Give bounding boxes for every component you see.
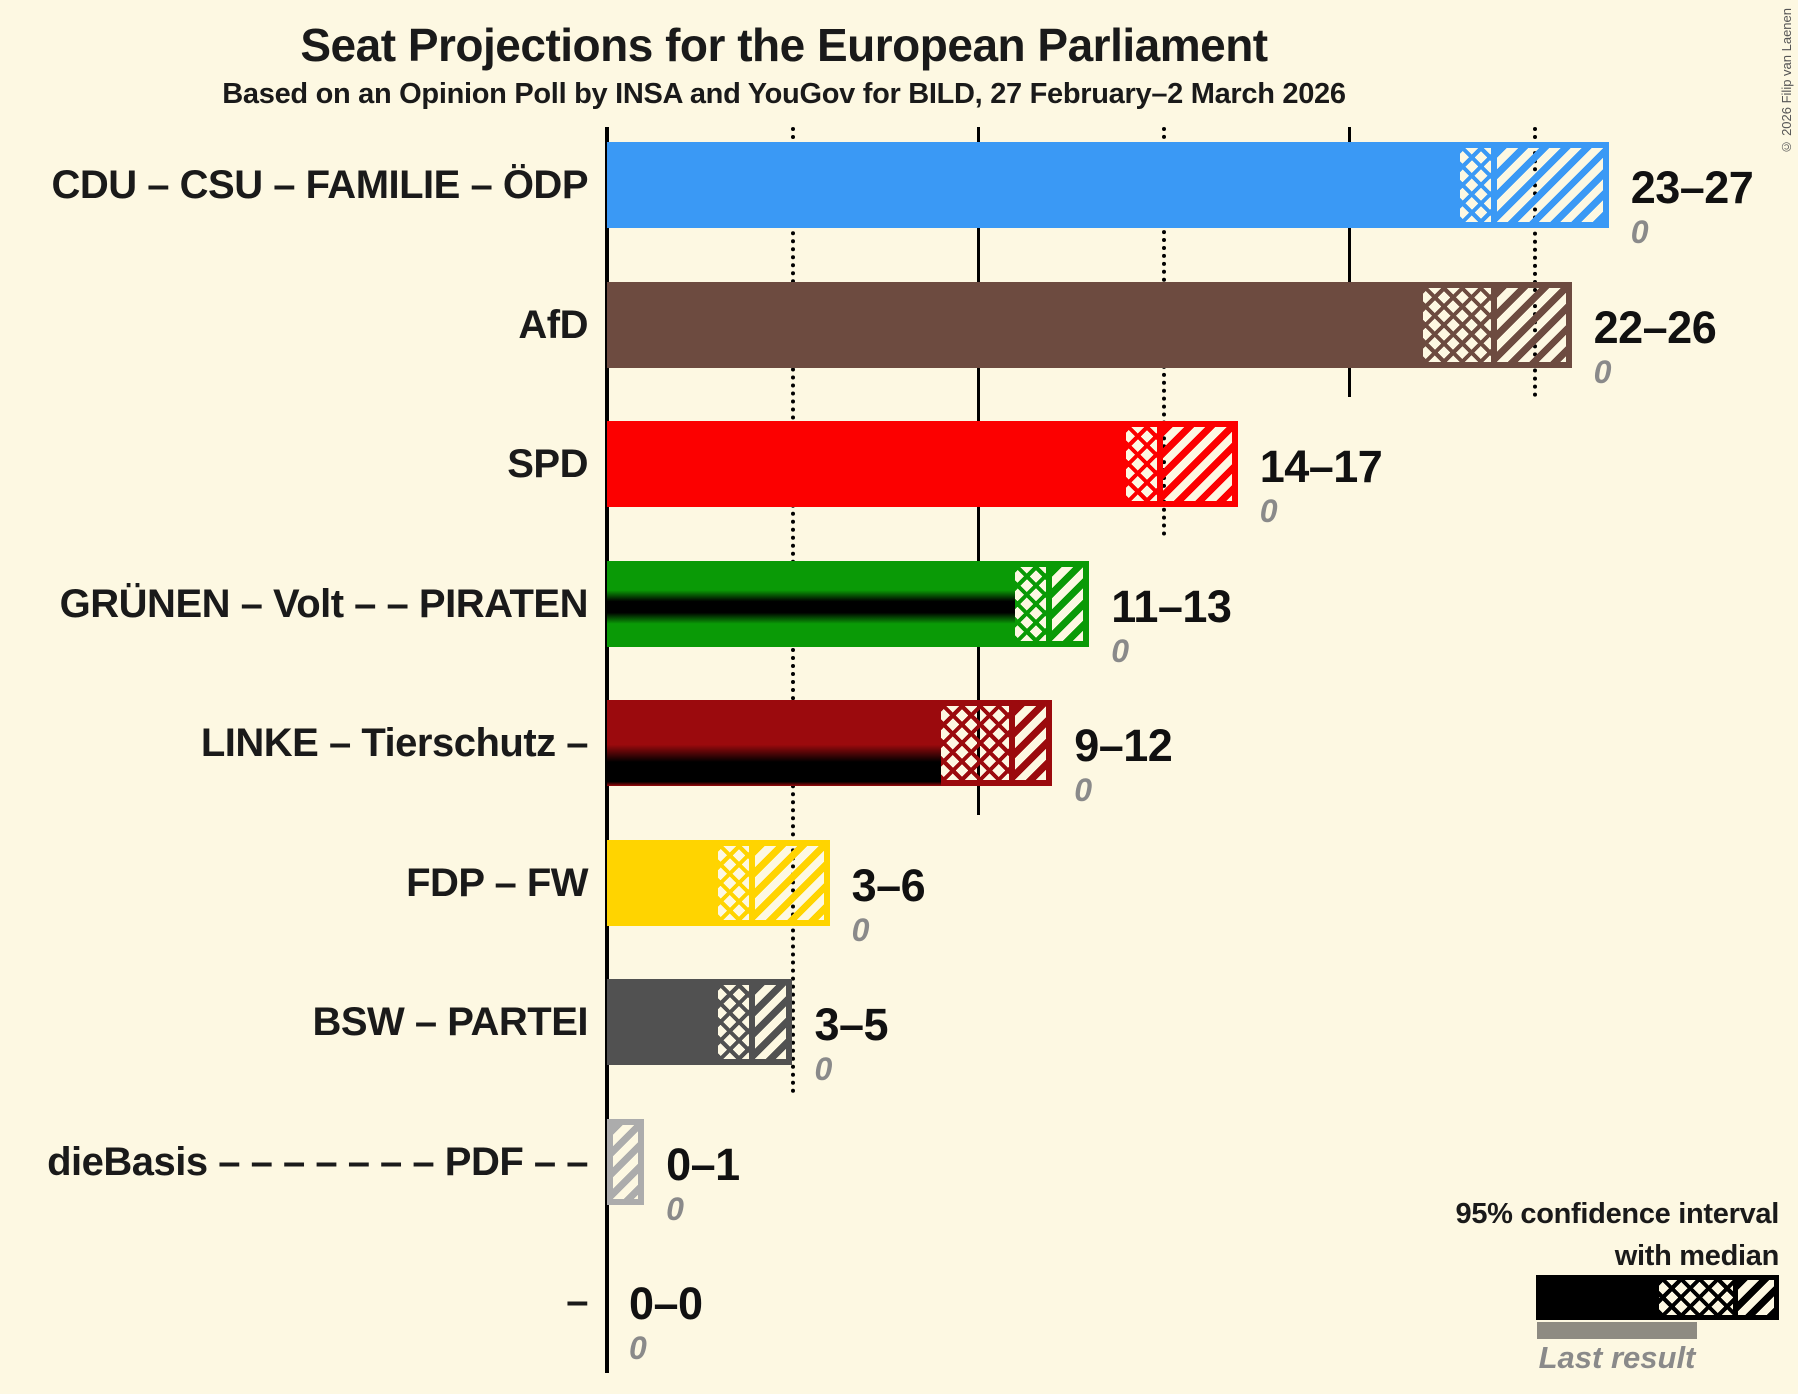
party-label: FDP – FW xyxy=(406,860,588,905)
bar-solid-segment xyxy=(607,839,719,926)
bar-diagonal-median-to-high xyxy=(1009,706,1047,780)
bar-confidence-interval xyxy=(607,1118,645,1205)
seat-range-label: 0–0 xyxy=(629,1278,703,1329)
legend-title-line1: 95% confidence interval xyxy=(1455,1198,1780,1230)
last-result-value: 0 xyxy=(666,1190,684,1227)
party-label: – xyxy=(566,1279,588,1323)
bar-confidence-interval xyxy=(718,979,793,1065)
last-result-value: 0 xyxy=(1630,214,1649,250)
bar-confidence-interval xyxy=(1460,142,1609,228)
chart-title: Seat Projections for the European Parlia… xyxy=(300,19,1268,71)
bar-crosshatch-low-to-median xyxy=(1423,287,1492,362)
bar-diagonal-median-to-high xyxy=(749,845,824,920)
last-result-value: 0 xyxy=(814,1051,833,1087)
last-result-value: 0 xyxy=(851,911,870,948)
bar-crosshatch-low-to-median xyxy=(1015,566,1047,641)
seat-range-label: 23–27 xyxy=(1630,162,1754,213)
seat-range-label: 11–13 xyxy=(1111,580,1232,632)
last-result-value: 0 xyxy=(1074,772,1092,808)
party-label: LINKE – Tierschutz – xyxy=(200,721,589,765)
party-label: SPD xyxy=(507,442,588,486)
bar-solid-segment xyxy=(607,700,941,786)
bar-crosshatch-low-to-median xyxy=(718,985,750,1059)
last-result-value: 0 xyxy=(1593,353,1612,390)
seat-range-label: 3–5 xyxy=(814,999,889,1050)
bar-diagonal-median-to-high xyxy=(1157,427,1232,501)
bar-confidence-interval xyxy=(1015,560,1090,647)
party-label: AfD xyxy=(518,302,588,347)
bar-solid-segment xyxy=(607,142,1461,228)
last-result-value: 0 xyxy=(1259,493,1278,529)
seat-range-label: 14–17 xyxy=(1259,441,1383,492)
legend-ci-sample xyxy=(1536,1275,1779,1320)
party-label: dieBasis – – – – – – – PDF – – xyxy=(47,1139,588,1184)
bar-diagonal-median-to-high xyxy=(1491,148,1603,222)
seat-range-label: 3–6 xyxy=(851,859,926,911)
last-result-value: 0 xyxy=(1111,632,1130,669)
party-label: CDU – CSU – FAMILIE – ÖDP xyxy=(51,163,589,207)
bar-confidence-interval xyxy=(718,839,830,926)
bar-confidence-interval xyxy=(940,700,1053,786)
bar-confidence-interval xyxy=(1126,421,1238,507)
bar-solid-segment xyxy=(607,421,1127,507)
bar-diagonal-median-to-high xyxy=(749,985,787,1059)
party-label: GRÜNEN – Volt – – PIRATEN xyxy=(59,581,589,626)
copyright-note: © 2026 Filip van Laenen xyxy=(1779,8,1794,155)
last-result-value: 0 xyxy=(629,1330,647,1366)
bar-solid-segment xyxy=(607,979,719,1065)
bar-crosshatch-low-to-median xyxy=(940,706,1010,780)
chart-subtitle: Based on an Opinion Poll by INSA and You… xyxy=(222,78,1346,110)
bar-confidence-interval xyxy=(1423,281,1572,368)
gridline-seat-25 xyxy=(1532,127,1537,397)
legend-solid-segment xyxy=(1541,1280,1659,1315)
legend-last-result-label: Last result xyxy=(1538,1340,1696,1375)
seat-range-label: 0–1 xyxy=(666,1138,740,1190)
legend-last-result-bar xyxy=(1537,1322,1697,1339)
party-label: BSW – PARTEI xyxy=(312,1000,588,1044)
bar-crosshatch-low-to-median xyxy=(1460,148,1492,222)
legend-crosshatch-segment xyxy=(1659,1280,1733,1315)
gridline-seat-20 xyxy=(1347,127,1351,397)
bar-solid-segment xyxy=(607,560,1016,647)
seat-range-label: 9–12 xyxy=(1074,720,1173,771)
seat-range-label: 22–26 xyxy=(1593,301,1717,353)
bar-diagonal-median-to-high xyxy=(613,1124,639,1199)
bar-crosshatch-low-to-median xyxy=(1126,427,1158,501)
bar-diagonal-median-to-high xyxy=(1491,287,1566,362)
legend-title-line2: with median xyxy=(1614,1240,1780,1272)
bar-solid-segment xyxy=(607,281,1424,368)
bar-crosshatch-low-to-median xyxy=(718,845,750,920)
bar-diagonal-median-to-high xyxy=(1046,566,1084,641)
legend-diagonal-segment xyxy=(1733,1280,1774,1315)
